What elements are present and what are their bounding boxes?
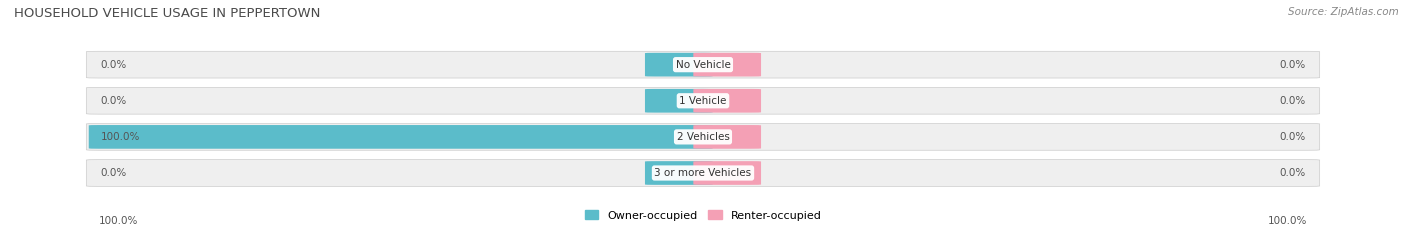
Text: HOUSEHOLD VEHICLE USAGE IN PEPPERTOWN: HOUSEHOLD VEHICLE USAGE IN PEPPERTOWN xyxy=(14,7,321,20)
Text: 2 Vehicles: 2 Vehicles xyxy=(676,132,730,142)
FancyBboxPatch shape xyxy=(89,125,713,149)
Text: 1 Vehicle: 1 Vehicle xyxy=(679,96,727,106)
FancyBboxPatch shape xyxy=(86,51,1320,78)
FancyBboxPatch shape xyxy=(645,53,713,76)
Text: Source: ZipAtlas.com: Source: ZipAtlas.com xyxy=(1288,7,1399,17)
FancyBboxPatch shape xyxy=(86,160,1320,186)
FancyBboxPatch shape xyxy=(645,161,713,185)
FancyBboxPatch shape xyxy=(693,53,761,76)
FancyBboxPatch shape xyxy=(645,89,713,113)
Text: 100.0%: 100.0% xyxy=(1268,216,1308,226)
Text: 0.0%: 0.0% xyxy=(1279,96,1305,106)
Legend: Owner-occupied, Renter-occupied: Owner-occupied, Renter-occupied xyxy=(581,206,825,225)
Text: No Vehicle: No Vehicle xyxy=(675,60,731,70)
Text: 0.0%: 0.0% xyxy=(1279,60,1305,70)
Text: 0.0%: 0.0% xyxy=(1279,132,1305,142)
FancyBboxPatch shape xyxy=(693,89,761,113)
FancyBboxPatch shape xyxy=(86,87,1320,114)
Text: 0.0%: 0.0% xyxy=(101,96,127,106)
FancyBboxPatch shape xyxy=(693,161,761,185)
FancyBboxPatch shape xyxy=(86,123,1320,150)
FancyBboxPatch shape xyxy=(693,125,761,149)
Text: 100.0%: 100.0% xyxy=(98,216,138,226)
Text: 100.0%: 100.0% xyxy=(101,132,141,142)
Text: 3 or more Vehicles: 3 or more Vehicles xyxy=(654,168,752,178)
Text: 0.0%: 0.0% xyxy=(1279,168,1305,178)
Text: 0.0%: 0.0% xyxy=(101,60,127,70)
Text: 0.0%: 0.0% xyxy=(101,168,127,178)
